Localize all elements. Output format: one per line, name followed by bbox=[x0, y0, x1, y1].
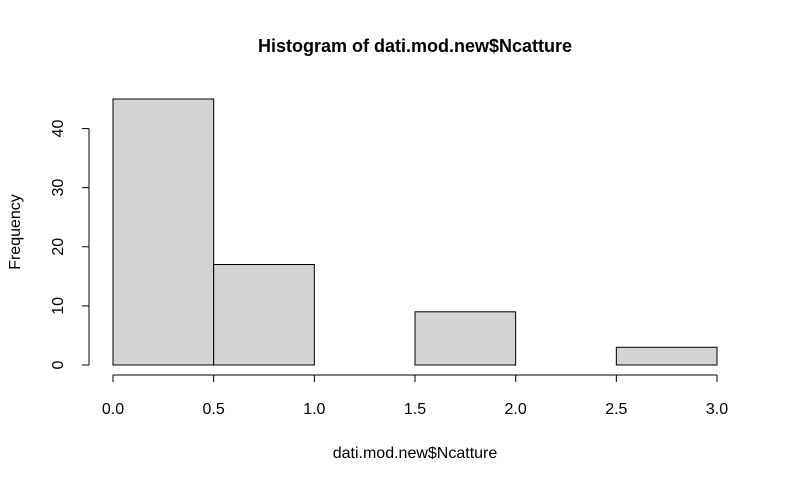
x-tick-label: 3.0 bbox=[706, 401, 728, 418]
x-tick-label: 1.5 bbox=[404, 401, 426, 418]
chart-title: Histogram of dati.mod.new$Ncatture bbox=[258, 36, 572, 56]
x-axis: 0.0 0.5 1.0 1.5 2.0 2.5 3.0 bbox=[102, 374, 728, 418]
y-axis: 0 10 20 30 40 bbox=[50, 120, 90, 369]
histogram-bar-5 bbox=[615, 346, 718, 366]
histogram-bar-1 bbox=[213, 264, 315, 366]
bars-group bbox=[112, 98, 718, 366]
y-tick-label: 10 bbox=[50, 297, 67, 315]
histogram-bar-3 bbox=[414, 311, 517, 366]
x-tick-label: 1.0 bbox=[303, 401, 325, 418]
y-tick-label: 0 bbox=[50, 360, 67, 369]
x-tick-label: 0.5 bbox=[203, 401, 225, 418]
y-tick-label: 30 bbox=[50, 179, 67, 197]
histogram-bar-0 bbox=[112, 98, 215, 366]
x-tick-label: 2.0 bbox=[505, 401, 527, 418]
x-tick-label: 0.0 bbox=[102, 401, 124, 418]
y-axis-title: Frequency bbox=[7, 194, 24, 270]
x-axis-title: dati.mod.new$Ncatture bbox=[333, 445, 498, 462]
y-tick-label: 20 bbox=[50, 238, 67, 256]
x-tick-label: 2.5 bbox=[605, 401, 627, 418]
y-tick-label: 40 bbox=[50, 120, 67, 138]
